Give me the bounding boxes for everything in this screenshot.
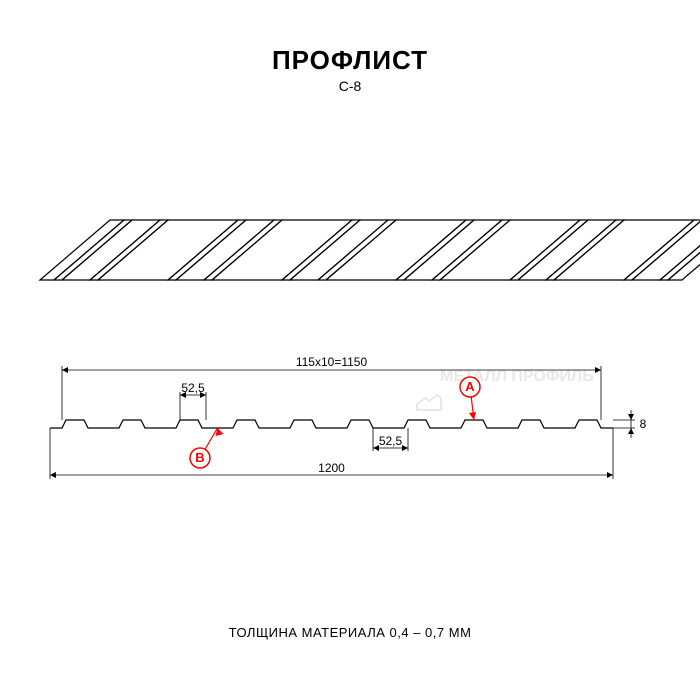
dimension-lines: 115х10=1150 52,5 52,5 1200 8 xyxy=(50,355,647,479)
svg-text:8: 8 xyxy=(640,417,647,431)
svg-text:52,5: 52,5 xyxy=(379,434,403,448)
diagram-canvas: 115х10=115052,552,512008 AB xyxy=(0,0,700,700)
material-thickness: ТОЛЩИНА МАТЕРИАЛА 0,4 – 0,7 ММ xyxy=(0,625,700,640)
svg-text:115х10=1150: 115х10=1150 xyxy=(296,355,368,369)
svg-text:1200: 1200 xyxy=(318,461,345,475)
profile-cross-section xyxy=(50,420,613,428)
callout-markers: AB xyxy=(190,377,480,468)
svg-text:B: B xyxy=(195,450,204,465)
svg-text:52,5: 52,5 xyxy=(181,381,205,395)
svg-text:A: A xyxy=(465,379,475,394)
isometric-view xyxy=(40,220,700,280)
